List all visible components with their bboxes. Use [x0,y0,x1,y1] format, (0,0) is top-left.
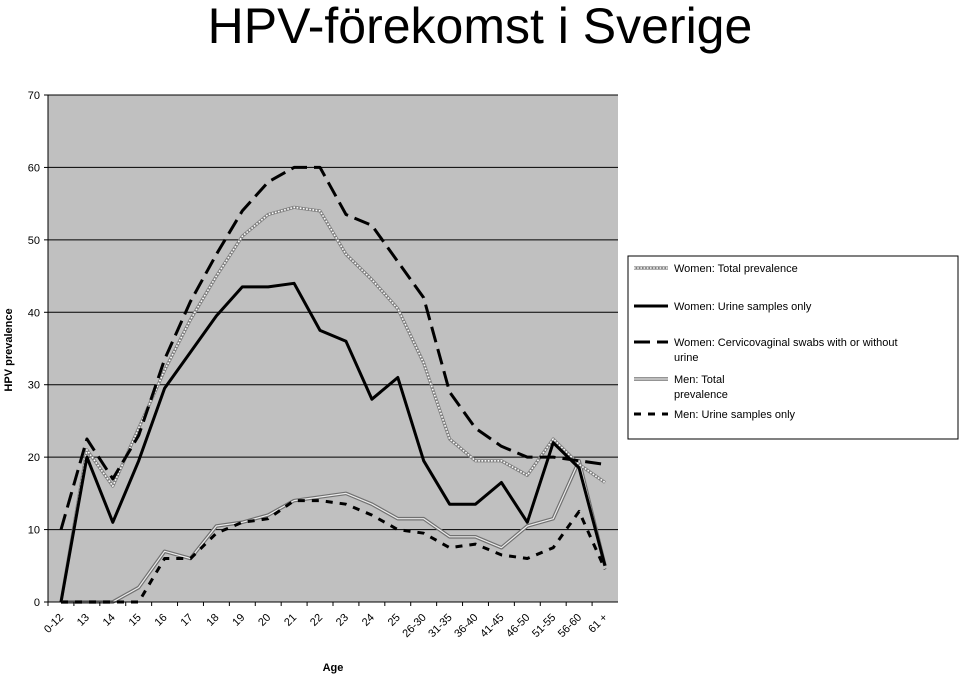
x-axis-title: Age [323,662,344,674]
x-tick-label: 17 [178,612,195,629]
y-tick-label: 50 [28,235,40,247]
x-tick-label: 61 + [586,612,610,636]
y-tick-labels: 0 10 20 30 40 50 60 70 [28,90,48,609]
legend-label: urine [674,352,698,364]
x-tick-label: 46-50 [504,612,532,640]
legend-entry-women-cervicovaginal-swabs-with-or-without-urine: Women: Cervicovaginal swabs with or with… [634,337,898,364]
x-tick-label: 23 [334,612,351,629]
x-tick-label: 25 [386,612,403,629]
x-tick-label: 22 [308,612,325,629]
series-women-urine-samples-only [59,281,607,603]
legend-label: Women: Cervicovaginal swabs with or with… [674,337,898,349]
x-tick-label: 41-45 [478,612,506,640]
x-tick-label: 21 [282,612,299,629]
y-tick-label: 30 [28,380,40,392]
y-tick-label: 0 [34,597,40,609]
x-tick-label: 26-30 [400,612,428,640]
y-tick-label: 10 [28,525,40,537]
series-line-women-urine-samples-only [59,281,607,603]
x-tick-label: 56-60 [556,612,584,640]
x-tick-label: 51-55 [530,612,558,640]
legend-label: prevalence [674,389,728,401]
series-line-women-cervicovaginal-swabs-with-or-without-urine [59,165,606,531]
slide-title: HPV-förekomst i Sverige [207,0,753,54]
legend-entry-men-total-prevalence: Men: Total prevalence [634,374,728,401]
x-tick-label: 14 [101,612,118,629]
series-women-cervicovaginal-swabs-with-or-without-urine [59,165,606,531]
x-tick-label: 13 [75,612,92,629]
legend-label: Women: Urine samples only [674,301,812,313]
legend-label: Women: Total prevalence [674,263,798,275]
series-layer [59,165,607,604]
x-tick-labels: 0-12 13 14 15 16 17 18 19 20 21 22 23 24 2526-3031-35… [42,602,610,640]
x-tick-label: 0-12 [42,612,66,636]
legend: Women: Total prevalence Women: Urine samp… [627,255,959,440]
legend-box [627,255,959,440]
x-tick-label: 18 [204,612,221,629]
y-tick-label: 20 [28,452,40,464]
legend-entry-women-urine-samples-only: Women: Urine samples only [634,301,812,313]
series-line-men-total-prevalence-inner [61,460,606,603]
y-tick-label: 40 [28,307,40,319]
x-tick-label: 24 [360,612,377,629]
x-tick-label: 31-35 [426,612,454,640]
series-men-total-prevalence [61,458,607,604]
series-men-urine-samples-only [61,499,607,604]
x-tick-label: 16 [153,612,170,629]
gridlines [48,94,618,531]
x-tick-label: 36-40 [452,612,480,640]
legend-entry-men-urine-samples-only: Men: Urine samples only [634,409,796,421]
y-axis-title: HPV prevalence [3,308,15,391]
x-tick-label: 20 [256,612,273,629]
legend-label: Men: Total [674,374,725,386]
legend-entry-women-total-prevalence: Women: Total prevalence [634,263,798,275]
y-tick-label: 60 [28,162,40,174]
series-line-women-total-prevalence-inner [60,206,606,603]
y-tick-label: 70 [28,90,40,102]
series-line-men-urine-samples-only [61,499,607,604]
x-tick-label: 19 [230,612,247,629]
x-tick-label: 15 [127,612,144,629]
legend-label: Men: Urine samples only [674,409,796,421]
